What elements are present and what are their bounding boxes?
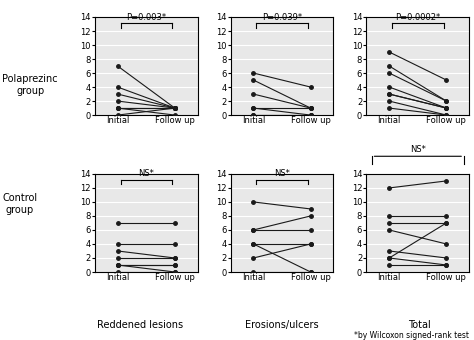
Text: *by Wilcoxon signed-rank test: *by Wilcoxon signed-rank test: [354, 331, 469, 340]
Text: Erosions/ulcers: Erosions/ulcers: [245, 320, 319, 330]
Text: P=0.003*: P=0.003*: [126, 13, 166, 21]
Text: Control
group: Control group: [2, 193, 37, 215]
Text: NS*: NS*: [274, 169, 290, 178]
Text: P=0.0002*: P=0.0002*: [395, 13, 440, 21]
Text: NS*: NS*: [138, 169, 154, 178]
Text: Total: Total: [408, 320, 431, 330]
Text: NS*: NS*: [410, 145, 426, 154]
Text: Reddened lesions: Reddened lesions: [97, 320, 183, 330]
Text: Polaprezinc
group: Polaprezinc group: [2, 74, 58, 96]
Text: P=0.039*: P=0.039*: [262, 13, 302, 21]
